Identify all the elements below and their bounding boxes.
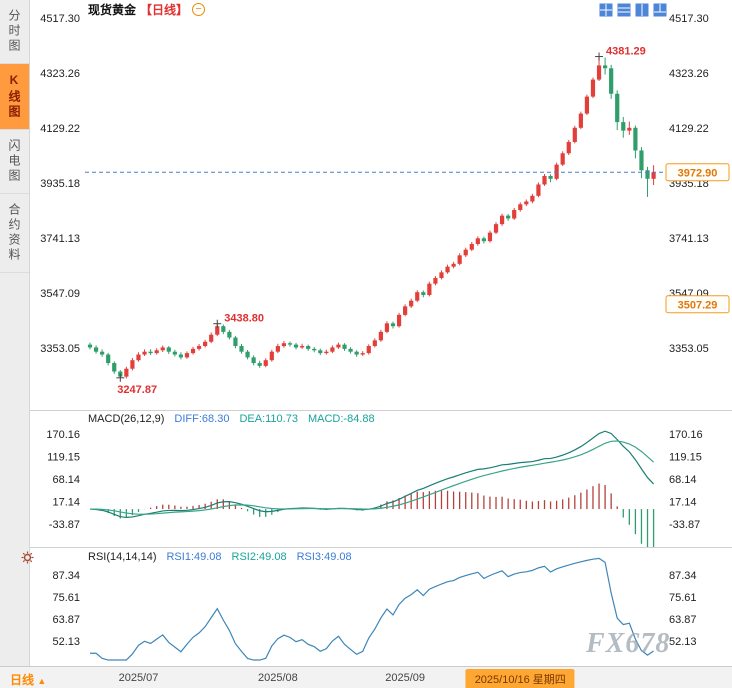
svg-text:17.14: 17.14 [669, 496, 697, 508]
rsi2-readout: RSI2:49.08 [231, 551, 287, 563]
svg-text:4323.26: 4323.26 [669, 68, 709, 80]
svg-text:4381.29: 4381.29 [606, 46, 646, 58]
period-tag: 【日线】 [140, 2, 189, 17]
rsi-title: RSI(14,14,14) [88, 551, 157, 563]
svg-text:170.16: 170.16 [46, 429, 80, 441]
layout-columns-icon[interactable] [635, 3, 649, 17]
zoom-out-icon[interactable]: − [192, 2, 206, 16]
layout-grid-icon[interactable] [599, 3, 613, 17]
pane-separators [30, 410, 732, 548]
svg-text:-33.87: -33.87 [49, 519, 80, 531]
price-annotation: 4381.29 [595, 46, 646, 61]
price-annotation: 3438.80 [213, 313, 264, 328]
macd-dea-readout: DEA:110.73 [239, 413, 298, 425]
current-date-badge: 2025/10/16 星期四 [465, 669, 575, 688]
svg-text:3438.80: 3438.80 [224, 313, 264, 325]
svg-text:3247.87: 3247.87 [117, 384, 157, 396]
rsi1-readout: RSI1:49.08 [166, 551, 222, 563]
svg-text:3507.29: 3507.29 [678, 299, 718, 311]
svg-text:63.87: 63.87 [669, 614, 697, 626]
svg-text:3741.13: 3741.13 [669, 233, 709, 245]
layout-panels-icon[interactable] [653, 3, 667, 17]
sidebar-tab-label: K线图 [7, 73, 21, 120]
svg-text:63.87: 63.87 [52, 614, 80, 626]
svg-text:68.14: 68.14 [669, 474, 697, 486]
axis-tick-labels: 4517.30 4517.30 4323.26 4323.26 4129.22 4129.… [40, 13, 709, 648]
svg-text:3353.05: 3353.05 [669, 343, 709, 355]
time-axis-bar: 日线 ▲ 2025/10/16 星期四 2025/07 2025/08 2025/0… [0, 666, 732, 688]
sidebar: 分时图 K线图 闪电图 合约资料 [0, 0, 30, 666]
svg-text:52.13: 52.13 [52, 636, 80, 648]
instrument-title: 现货黄金 [88, 2, 137, 17]
sidebar-tab-kline-chart[interactable]: K线图 [0, 64, 29, 130]
svg-text:3972.90: 3972.90 [678, 167, 718, 179]
watermark: FX678 [586, 628, 671, 659]
svg-text:3935.18: 3935.18 [40, 178, 80, 190]
rsi-series [90, 557, 654, 661]
svg-text:119.15: 119.15 [47, 452, 80, 464]
price-annotation: 3247.87 [116, 373, 157, 396]
sidebar-tab-label: 闪电图 [7, 139, 21, 184]
sidebar-tab-timeshare-chart[interactable]: 分时图 [0, 0, 29, 64]
macd-series [89, 430, 655, 547]
time-axis-label: 2025/09 [385, 672, 425, 684]
rsi-header: RSI(14,14,14) RSI1:49.08 RSI2:49.08 RSI3… [88, 551, 352, 563]
svg-text:75.61: 75.61 [52, 592, 80, 604]
svg-text:170.16: 170.16 [669, 429, 703, 441]
svg-text:3547.09: 3547.09 [40, 288, 80, 300]
svg-text:3353.05: 3353.05 [40, 343, 80, 355]
svg-text:75.61: 75.61 [669, 592, 697, 604]
rsi3-readout: RSI3:49.08 [296, 551, 352, 563]
svg-text:-33.87: -33.87 [669, 519, 700, 531]
svg-text:87.34: 87.34 [52, 570, 80, 582]
macd-value-readout: MACD:-84.88 [307, 413, 375, 425]
macd-diff-readout: DIFF:68.30 [174, 413, 230, 425]
svg-text:68.14: 68.14 [52, 474, 80, 486]
period-label: 日线 [10, 673, 35, 687]
time-axis-label: 2025/08 [257, 672, 298, 684]
svg-text:119.15: 119.15 [669, 452, 702, 464]
chevron-up-icon: ▲ [37, 676, 47, 686]
chart-header: 现货黄金 【日线】 − [88, 1, 206, 17]
svg-text:4517.30: 4517.30 [40, 13, 80, 25]
svg-text:52.13: 52.13 [669, 636, 697, 648]
last-price-tag: 3972.90 [665, 163, 730, 182]
sidebar-tab-contract-info[interactable]: 合约资料 [0, 194, 29, 273]
svg-text:3741.13: 3741.13 [40, 233, 80, 245]
candlestick-series [87, 56, 656, 379]
sidebar-tab-lightning-chart[interactable]: 闪电图 [0, 130, 29, 194]
svg-text:4517.30: 4517.30 [669, 13, 709, 25]
time-axis-label: 2025/07 [118, 672, 159, 684]
svg-text:4323.26: 4323.26 [40, 68, 80, 80]
secondary-price-tag: 3507.29 [665, 295, 730, 314]
sidebar-tab-label: 分时图 [7, 9, 21, 54]
svg-text:17.14: 17.14 [52, 496, 80, 508]
indicator-settings-icon[interactable] [21, 551, 34, 567]
svg-text:87.34: 87.34 [669, 570, 697, 582]
macd-header: MACD(26,12,9) DIFF:68.30 DEA:110.73 MACD… [88, 413, 375, 425]
svg-text:4129.22: 4129.22 [40, 123, 80, 135]
svg-text:4129.22: 4129.22 [669, 123, 709, 135]
chart-toolbar [599, 3, 667, 17]
sidebar-tab-label: 合约资料 [7, 203, 21, 263]
layout-rows-icon[interactable] [617, 3, 631, 17]
macd-title: MACD(26,12,9) [88, 413, 165, 425]
period-selector[interactable]: 日线 ▲ [10, 671, 46, 688]
